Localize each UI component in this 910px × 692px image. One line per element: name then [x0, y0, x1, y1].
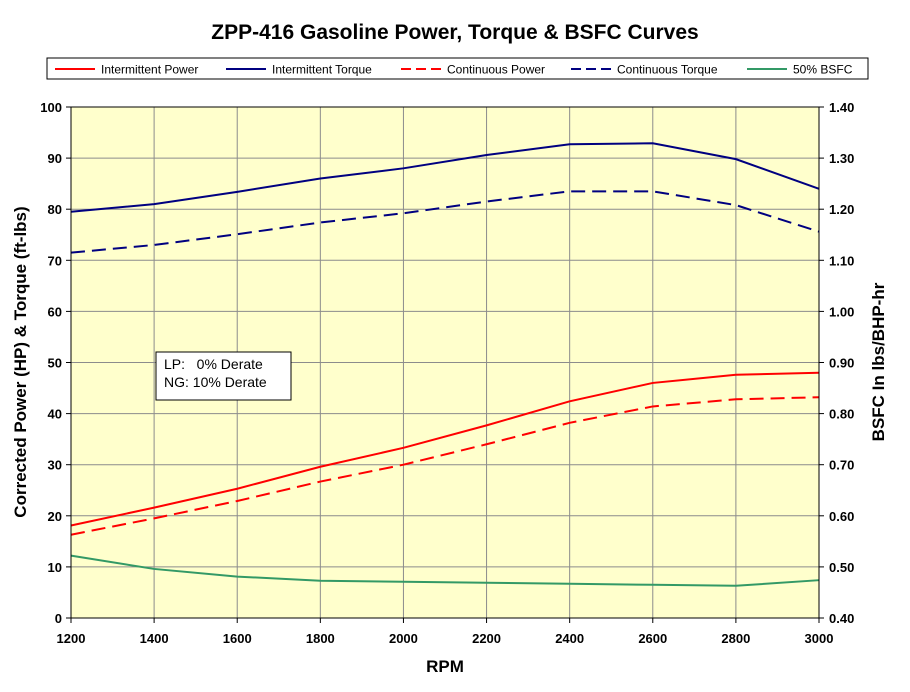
derate-note: LP: 0% Derate NG: 10% Derate [155, 351, 292, 401]
x-tick-label: 3000 [805, 631, 834, 646]
y-tick-label-left: 90 [48, 151, 62, 166]
series-line-continuous-power [70, 396, 820, 536]
derate-note-box [155, 351, 292, 401]
y-tick-label-right: 1.40 [829, 100, 854, 115]
x-tick-label: 2800 [721, 631, 750, 646]
y-tick-label-left: 50 [48, 356, 62, 371]
x-axis-label: RPM [426, 657, 464, 676]
y-tick-label-left: 10 [48, 560, 62, 575]
y-tick-label-right: 0.80 [829, 407, 854, 422]
legend-label: Intermittent Torque [272, 63, 372, 77]
legend-box [46, 57, 869, 80]
legend-label: Intermittent Power [101, 63, 198, 77]
legend-item-continuous-torque: Continuous Torque [571, 63, 718, 77]
y-axis-label-left: Corrected Power (HP) & Torque (ft-lbs) [11, 206, 30, 517]
x-tick-label: 2400 [555, 631, 584, 646]
y-tick-label-right: 0.90 [829, 356, 854, 371]
x-tick-label: 1200 [57, 631, 86, 646]
y-tick-label-right: 0.60 [829, 509, 854, 524]
x-tick-label: 2000 [389, 631, 418, 646]
series-line-intermittent-torque [70, 142, 820, 213]
y-tick-label-left: 80 [48, 202, 62, 217]
legend: Intermittent Power Intermittent Torque Con… [46, 57, 869, 80]
y-tick-label-right: 0.40 [829, 611, 854, 626]
y-tick-label-left: 60 [48, 304, 62, 319]
chart-title: ZPP-416 Gasoline Power, Torque & BSFC Cu… [211, 21, 698, 44]
y-tick-label-right: 1.00 [829, 304, 854, 319]
y-tick-label-left: 70 [48, 253, 62, 268]
y-tick-label-left: 40 [48, 407, 62, 422]
y-tick-label-left: 0 [55, 611, 62, 626]
derate-note-line: LP: 0% Derate [164, 356, 263, 372]
y-tick-label-left: 30 [48, 458, 62, 473]
legend-item-continuous-power: Continuous Power [401, 63, 545, 77]
y-tick-label-right: 0.50 [829, 560, 854, 575]
x-tick-label: 2200 [472, 631, 501, 646]
y-tick-label-right: 1.10 [829, 253, 854, 268]
y-tick-label-right: 1.20 [829, 202, 854, 217]
legend-item-50-bsfc: 50% BSFC [747, 63, 853, 77]
legend-label: 50% BSFC [793, 63, 853, 77]
x-tick-label: 1400 [140, 631, 169, 646]
x-tick-label: 2600 [638, 631, 667, 646]
y-axis-label-right: BSFC In lbs/BHP-hr [869, 282, 888, 441]
y-tick-label-right: 1.30 [829, 151, 854, 166]
legend-label: Continuous Torque [617, 63, 718, 77]
y-tick-label-right: 0.70 [829, 458, 854, 473]
legend-item-intermittent-torque: Intermittent Torque [226, 63, 372, 77]
legend-label: Continuous Power [447, 63, 545, 77]
derate-note-line: NG: 10% Derate [164, 374, 267, 390]
series-line-intermittent-power [70, 371, 820, 527]
x-tick-label: 1600 [223, 631, 252, 646]
x-tick-label: 1800 [306, 631, 335, 646]
y-tick-label-left: 20 [48, 509, 62, 524]
plot-frame [70, 106, 820, 619]
y-tick-label-left: 100 [40, 100, 62, 115]
series-line-50-bsfc [70, 554, 820, 587]
legend-item-intermittent-power: Intermittent Power [55, 63, 198, 77]
